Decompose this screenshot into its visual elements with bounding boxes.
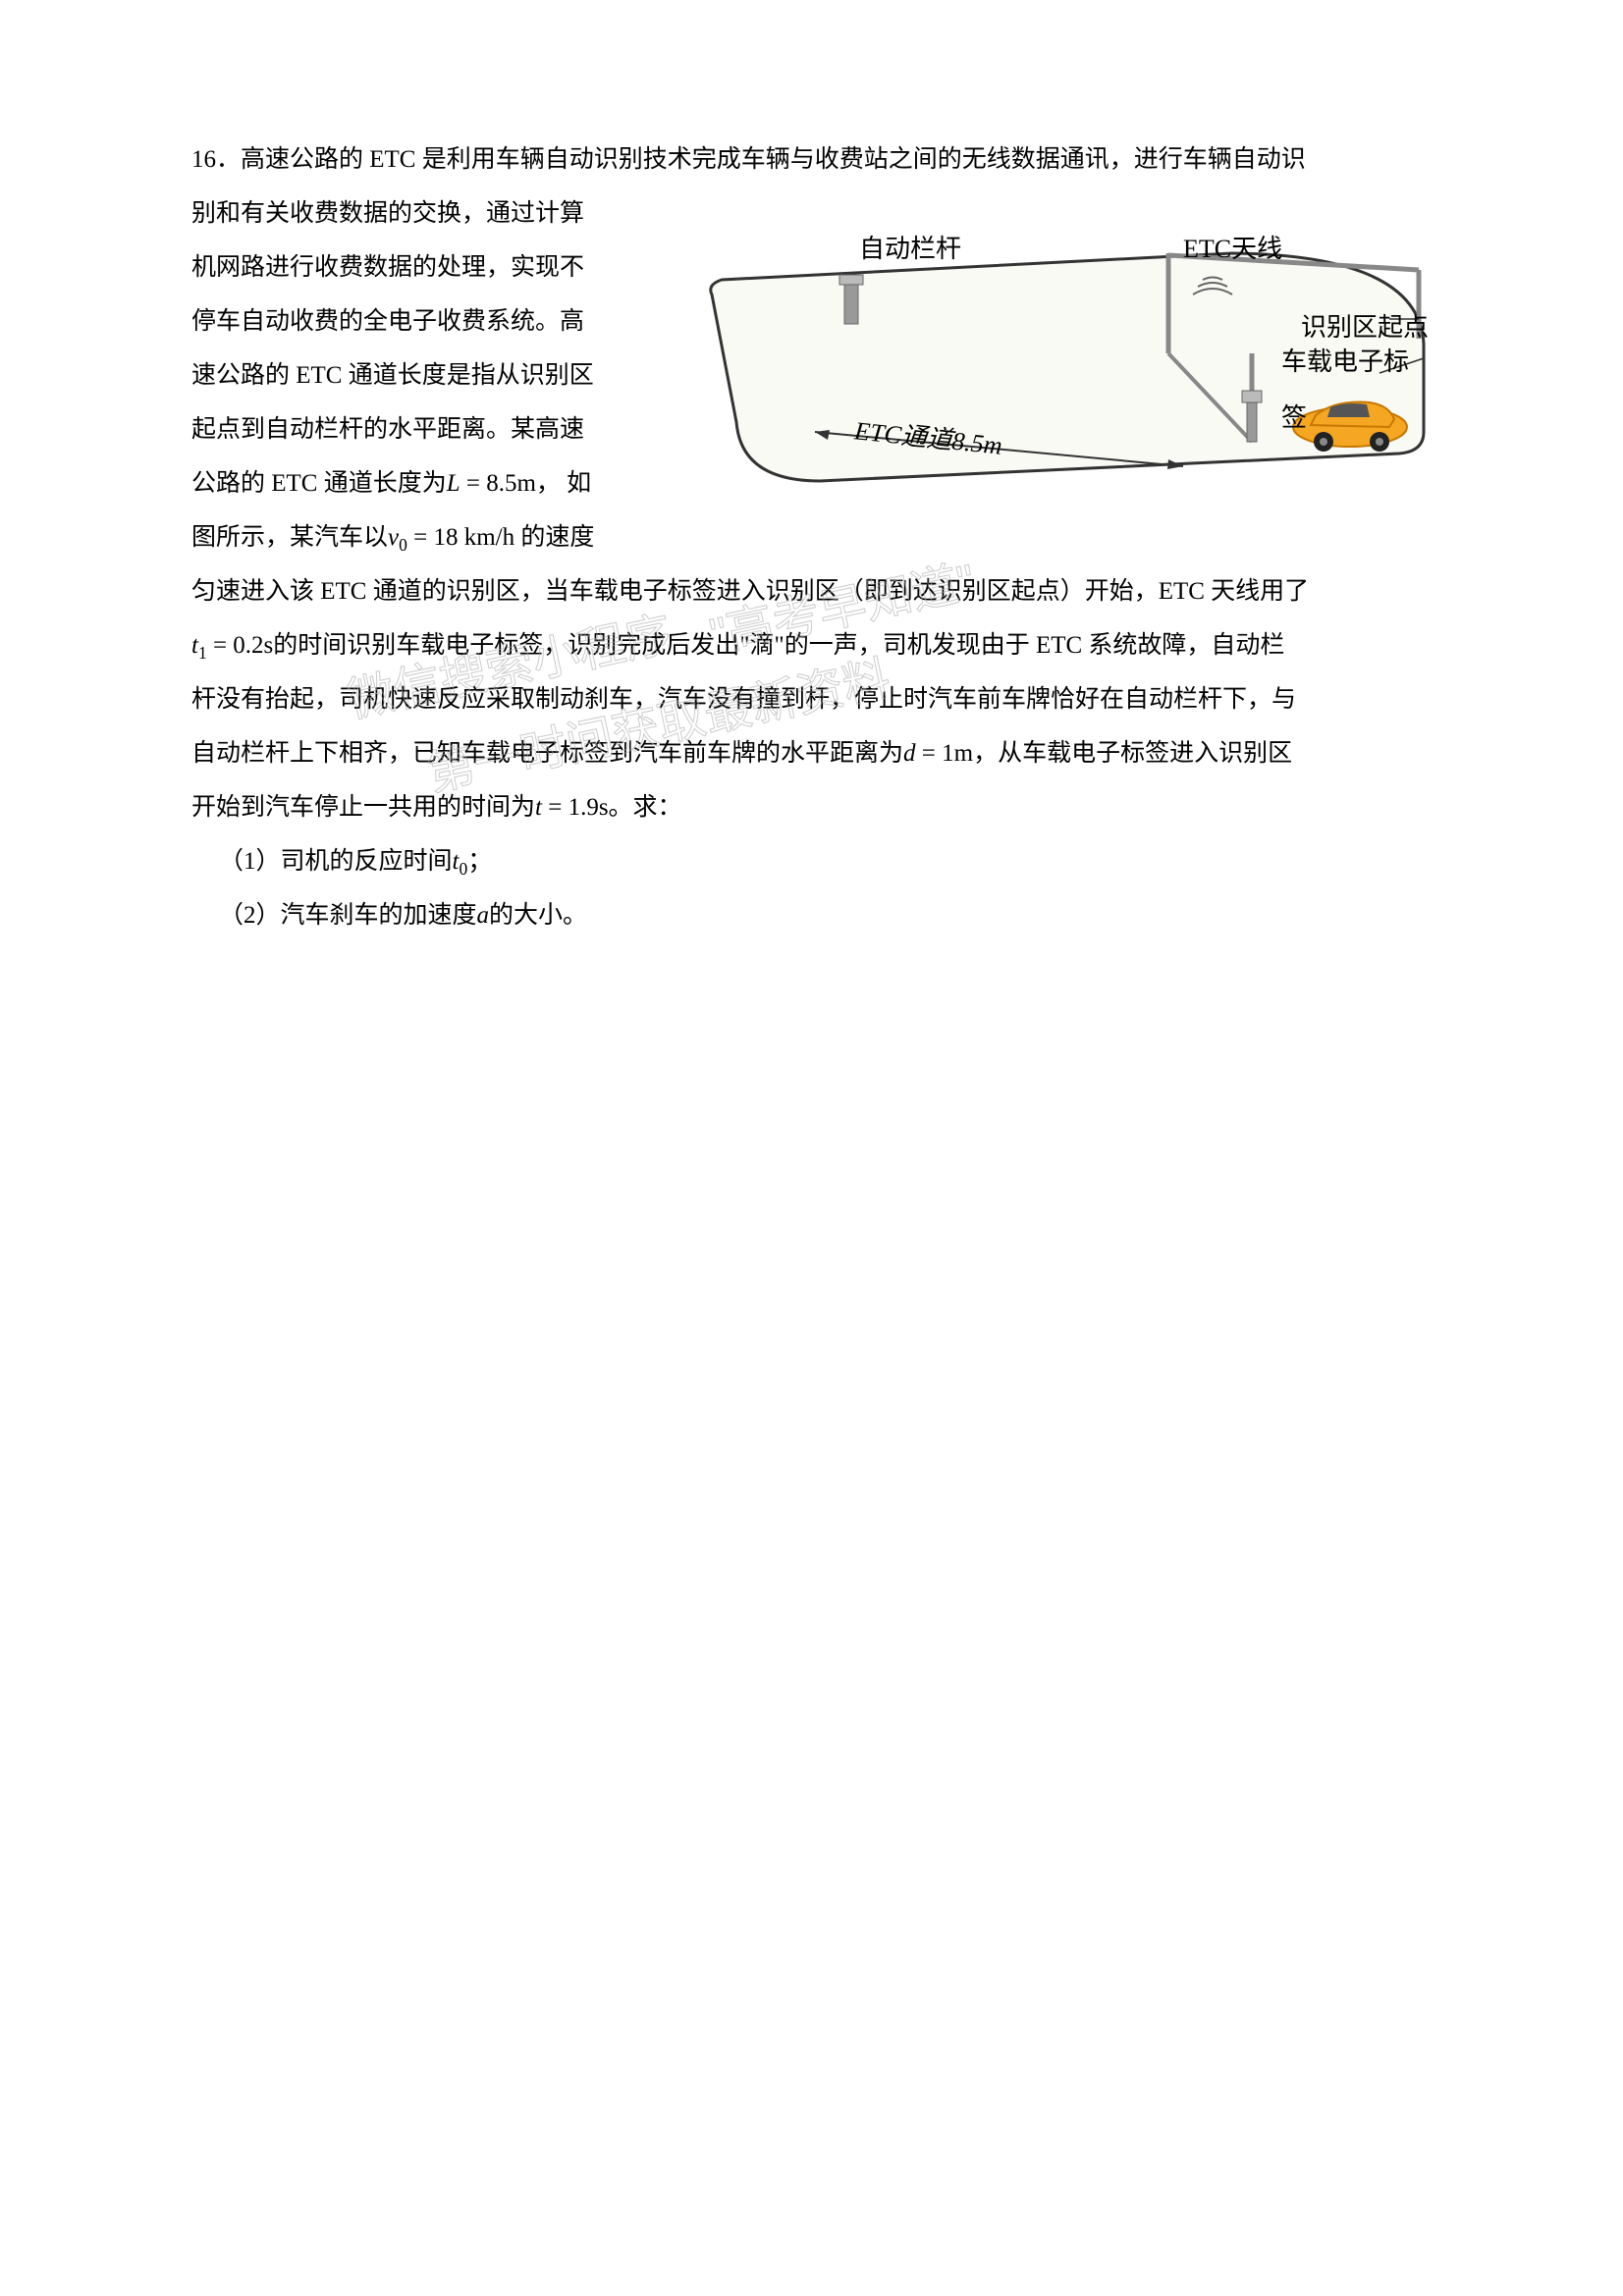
full-line-2: t1 = 0.2s的时间识别车载电子标签，识别完成后发出"滴"的一声，司机发现由…: [191, 618, 1429, 672]
full-line-3: 杆没有抬起，司机快速反应采取制动刹车，汽车没有撞到杆，停止时汽车前车牌恰好在自动…: [191, 672, 1429, 726]
var-a: a: [477, 902, 490, 929]
left-line-6: 公路的 ETC 通道长度为L = 8.5m， 如: [191, 456, 682, 510]
var-t: t: [535, 794, 542, 821]
left-text-column: 别和有关收费数据的交换，通过计算 机网路进行收费数据的处理，实现不 停车自动收费…: [191, 187, 682, 564]
intro-text: 高速公路的 ETC 是利用车辆自动识别技术完成车辆与收费站之间的无线数据通讯，进…: [241, 146, 1306, 173]
problem-body: 16．高速公路的 ETC 是利用车辆自动识别技术完成车辆与收费站之间的无线数据通…: [191, 133, 1429, 942]
var-v0: v: [388, 524, 399, 551]
full-line-4: 自动栏杆上下相齐，已知车载电子标签到汽车前车牌的水平距离为d = 1m，从车载电…: [191, 726, 1429, 780]
full-line-5: 开始到汽车停止一共用的时间为t = 1.9s。求：: [191, 780, 1429, 834]
var-L: L: [447, 470, 460, 497]
left-line-5: 起点到自动栏杆的水平距离。某高速: [191, 402, 682, 456]
question-2: （2）汽车刹车的加速度a的大小。: [191, 888, 1429, 942]
question-1: （1）司机的反应时间t0；: [191, 834, 1429, 888]
sensor-head: [1242, 391, 1262, 402]
var-t1: t: [191, 632, 198, 659]
label-barrier: 自动栏杆: [859, 221, 961, 277]
text-figure-block: 别和有关收费数据的交换，通过计算 机网路进行收费数据的处理，实现不 停车自动收费…: [191, 187, 1429, 564]
problem-number: 16: [191, 146, 216, 173]
full-line-1: 匀速进入该 ETC 通道的识别区，当车载电子标签进入识别区（即到达识别区起点）开…: [191, 564, 1429, 618]
left-line-2: 机网路进行收费数据的处理，实现不: [191, 240, 682, 294]
page-content: 16．高速公路的 ETC 是利用车辆自动识别技术完成车辆与收费站之间的无线数据通…: [191, 133, 1429, 942]
left-line-3: 停车自动收费的全电子收费系统。高: [191, 294, 682, 348]
var-d: d: [903, 740, 916, 767]
left-line-4: 速公路的 ETC 通道长度是指从识别区: [191, 348, 682, 402]
sensor-post: [1247, 398, 1257, 442]
label-tag: 车载电子标签: [1281, 334, 1429, 446]
label-antenna: ETC天线: [1183, 221, 1282, 277]
barrier-post: [844, 280, 858, 324]
etc-figure: 自动栏杆 ETC天线 识别区起点 车载电子标签 ETC通道8.5m: [702, 226, 1429, 501]
intro-line: 16．高速公路的 ETC 是利用车辆自动识别技术完成车辆与收费站之间的无线数据通…: [191, 133, 1429, 187]
full-width-block: 匀速进入该 ETC 通道的识别区，当车载电子标签进入识别区（即到达识别区起点）开…: [191, 564, 1429, 942]
left-line-7: 图所示，某汽车以v0 = 18 km/h 的速度: [191, 510, 682, 564]
left-line-1: 别和有关收费数据的交换，通过计算: [191, 187, 682, 240]
